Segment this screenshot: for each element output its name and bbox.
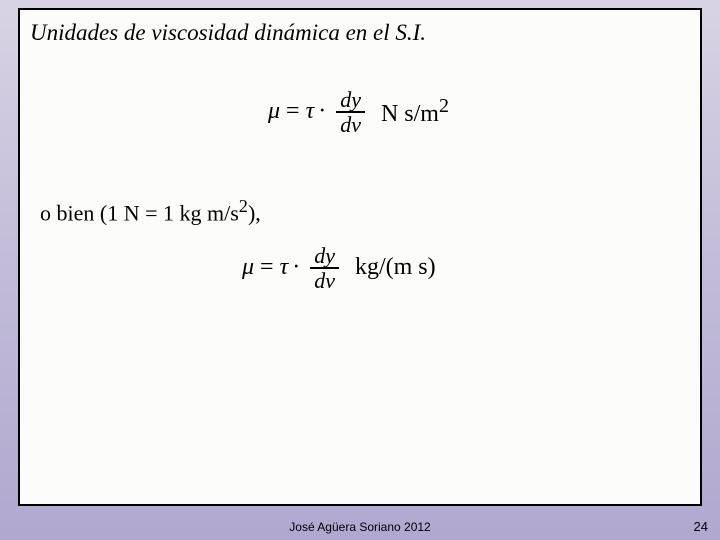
equals-2: =	[260, 254, 274, 281]
symbol-tau-2: τ	[280, 254, 289, 281]
obien-post: ),	[248, 200, 261, 225]
equation-1: μ = τ · dy dv N s/m2	[268, 88, 449, 136]
symbol-tau: τ	[306, 98, 315, 125]
equation-2: μ = τ · dy dv kg/(m s)	[242, 244, 436, 292]
equals-1: =	[286, 98, 300, 125]
unit-2: kg/(m s)	[355, 254, 436, 281]
fraction-1: dy dv	[336, 88, 365, 136]
footer-author: José Agüera Soriano 2012	[289, 520, 430, 534]
unit-1-sup: 2	[439, 95, 449, 117]
obien-line: o bien (1 N = 1 kg m/s2),	[40, 196, 261, 226]
frac-num-1: dy	[336, 88, 365, 111]
unit-1: N s/m2	[381, 95, 449, 128]
cdot-1: ·	[318, 98, 326, 125]
symbol-mu-2: μ	[242, 254, 254, 281]
frac-den-1: dv	[336, 113, 365, 136]
cdot-2: ·	[292, 254, 300, 281]
symbol-mu: μ	[268, 98, 280, 125]
slide-title: Unidades de viscosidad dinámica en el S.…	[30, 20, 426, 46]
fraction-2: dy dv	[310, 244, 339, 292]
obien-sup: 2	[239, 196, 248, 216]
frac-num-2: dy	[310, 244, 339, 267]
obien-pre: o bien (1 N = 1 kg m/s	[40, 200, 239, 225]
page-number: 24	[694, 519, 708, 534]
slide-box: Unidades de viscosidad dinámica en el S.…	[18, 8, 702, 506]
unit-1-text: N s/m	[381, 101, 439, 127]
frac-den-2: dv	[310, 269, 339, 292]
